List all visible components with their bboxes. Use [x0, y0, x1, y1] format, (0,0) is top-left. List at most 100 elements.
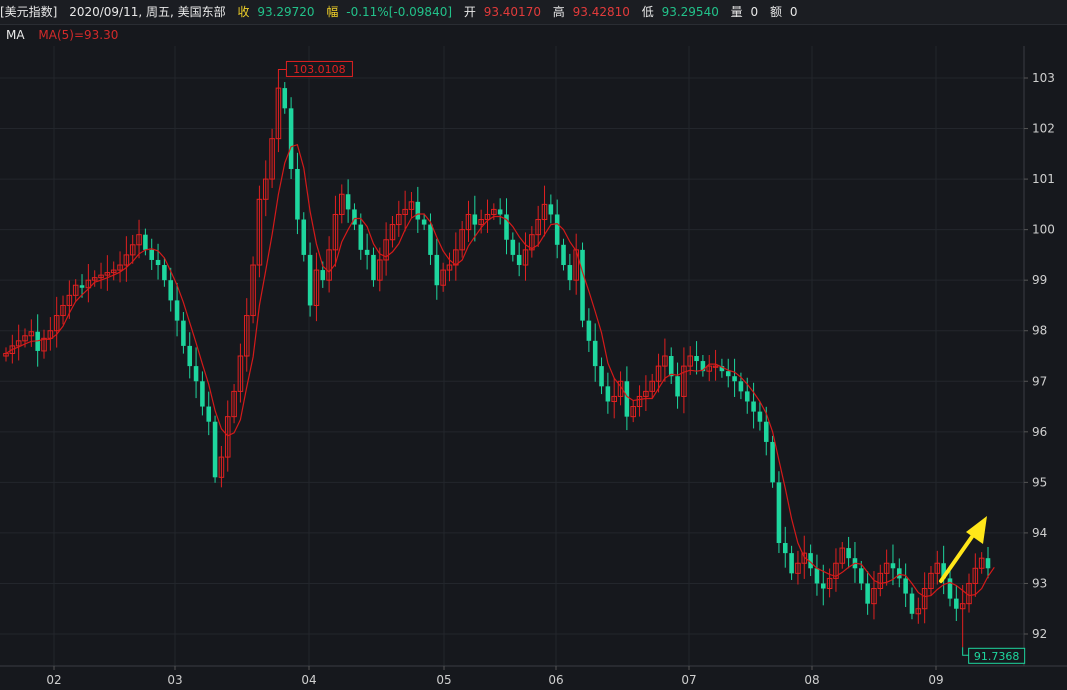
candle-body [187, 345, 193, 367]
amount-label: 额 [769, 5, 782, 19]
candle-body [567, 265, 573, 281]
candle [833, 548, 839, 592]
y-tick-label: 102 [1032, 122, 1055, 136]
candle-body [941, 563, 946, 579]
open-value: 93.40170 [483, 5, 541, 19]
candle-body [814, 568, 820, 584]
indicator-name[interactable]: MA [6, 28, 25, 42]
candle-body [389, 224, 396, 241]
candle-body [909, 593, 915, 614]
candle [484, 199, 491, 233]
candle-body [22, 335, 28, 342]
candle [275, 77, 282, 153]
candle [15, 324, 22, 361]
candle-body [288, 108, 294, 169]
candle [28, 319, 35, 347]
candle [41, 329, 47, 359]
candle [478, 209, 484, 234]
ma-layer [5, 143, 995, 598]
y-tick-label: 93 [1032, 576, 1047, 590]
candle-body [326, 249, 332, 281]
candle [193, 347, 199, 399]
candle [535, 205, 541, 247]
candle [636, 385, 643, 417]
candle-body [352, 209, 357, 225]
candle [941, 545, 946, 595]
candle-body [465, 213, 472, 231]
candle [383, 222, 389, 276]
candle [504, 198, 509, 255]
candle-body [224, 416, 231, 458]
candle-body [136, 234, 142, 246]
candle [839, 542, 846, 569]
candle [123, 236, 130, 282]
candle [757, 401, 763, 431]
candle [269, 128, 275, 188]
candle-body [231, 390, 237, 418]
y-tick-label: 100 [1032, 223, 1055, 237]
candle-body [529, 234, 535, 251]
candle-body [719, 366, 725, 372]
candle [681, 347, 687, 414]
candle-body [504, 214, 509, 240]
candle-body [921, 588, 928, 610]
candle [978, 552, 985, 574]
candle-body [820, 583, 826, 589]
candle [174, 282, 180, 337]
candle-body [104, 272, 111, 276]
candle [421, 213, 427, 231]
candle-body [865, 583, 870, 604]
candle [143, 228, 148, 256]
candle-body [206, 406, 212, 422]
candle [497, 198, 503, 225]
candle [472, 195, 478, 242]
candle-body [668, 356, 674, 377]
candle-body [85, 279, 92, 289]
open-label: 开 [463, 5, 476, 19]
candle [338, 184, 345, 224]
candle-body [117, 264, 123, 271]
candle-body [149, 249, 154, 260]
candle [149, 238, 154, 270]
candle-body [978, 557, 985, 569]
candle [206, 391, 212, 436]
candle [865, 571, 870, 615]
candle-body [402, 208, 408, 215]
candle-body [738, 381, 744, 392]
candle-body [954, 598, 959, 609]
max-label: 103.0108 [293, 63, 346, 76]
candle [694, 341, 699, 375]
candle-body [789, 553, 794, 574]
candle [162, 257, 167, 287]
x-tick-label: 09 [928, 673, 943, 687]
candle [599, 357, 604, 395]
change-label: 幅 [326, 5, 339, 19]
candle [295, 152, 300, 235]
candle [700, 354, 706, 377]
trend-arrow-icon [966, 516, 987, 544]
candle-body [218, 456, 225, 478]
symbol-name: [美元指数] [0, 5, 58, 19]
candle [554, 199, 560, 259]
min-label: 91.7368 [974, 650, 1020, 663]
candle-body [377, 259, 383, 281]
candle-body [681, 365, 687, 397]
candle-body [516, 254, 522, 266]
x-tick-label: 08 [804, 673, 819, 687]
candle [561, 238, 566, 271]
candle-body [770, 441, 775, 483]
candle-body [725, 371, 731, 377]
candle [345, 179, 351, 223]
candle [396, 200, 402, 237]
change-pct: -0.11% [346, 5, 389, 19]
y-tick-label: 99 [1032, 273, 1047, 287]
candle [402, 190, 408, 232]
candle [212, 415, 218, 483]
candle [719, 358, 725, 378]
y-tick-label: 96 [1032, 425, 1047, 439]
candle [282, 82, 288, 114]
candle [200, 371, 205, 416]
candle [352, 203, 357, 231]
candle-body [53, 315, 60, 332]
